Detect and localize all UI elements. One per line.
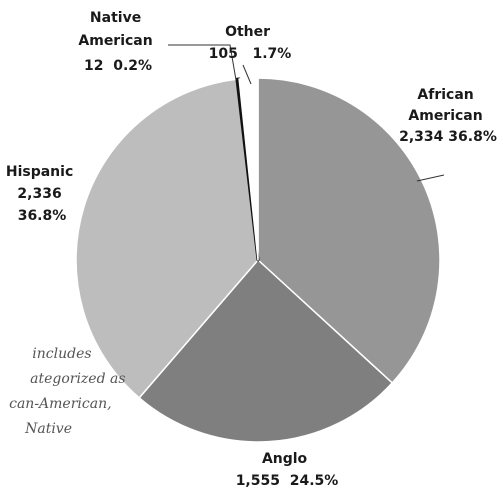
slice-label-native-american: Native American 12 0.2% [78, 10, 157, 74]
pie-slice-hispanic [75, 78, 259, 399]
pie-slices [75, 77, 441, 443]
leader-line-african-american [416, 174, 445, 182]
pie-slice-african-american [257, 77, 441, 384]
slice-label-other: Other 105 1.7% [209, 24, 292, 62]
leader-line-native-american [168, 44, 237, 81]
slice-label-african-american: African American 2,334 36.8% [399, 87, 497, 145]
leader-line-other [242, 64, 252, 85]
leader-lines [168, 44, 445, 182]
slice-label-hispanic: Hispanic 2,336 36.8% [6, 164, 78, 224]
slice-label-anglo: Anglo 1,555 24.5% [236, 451, 339, 489]
footnote: includes ategorized as can-American, Nat… [9, 346, 130, 437]
pie-slice-anglo [138, 259, 393, 443]
